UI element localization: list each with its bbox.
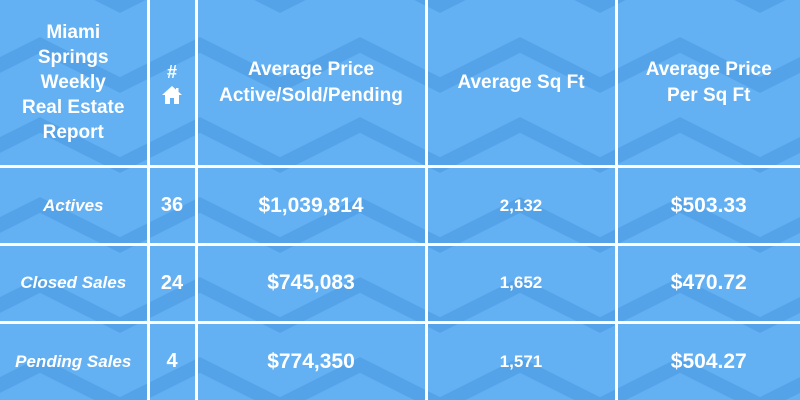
row-avg-ppsf: $504.27 — [614, 320, 800, 400]
avg-sqft-header: Average Sq Ft — [424, 0, 618, 169]
count-header: # — [146, 0, 198, 169]
row-avg-price: $745,083 — [194, 242, 428, 324]
avg-ppsf-header: Average Price Per Sq Ft — [614, 0, 800, 169]
table-row-pending-sales: Pending Sales 4 $774,350 1,571 $504.27 — [0, 320, 800, 400]
row-label: Closed Sales — [0, 242, 150, 324]
avg-price-header: Average Price Active/Sold/Pending — [194, 0, 428, 169]
house-icon — [162, 85, 182, 104]
row-avg-sqft: 1,652 — [424, 242, 618, 324]
row-avg-price: $1,039,814 — [194, 165, 428, 246]
row-avg-price: $774,350 — [194, 320, 428, 400]
row-label: Actives — [0, 165, 150, 246]
title-line: Springs — [37, 47, 109, 69]
row-count: 24 — [146, 242, 198, 324]
row-avg-ppsf: $470.72 — [614, 242, 800, 324]
row-avg-ppsf: $503.33 — [614, 165, 800, 246]
report-title: Miami Springs Weekly Real Estate Report — [0, 0, 150, 169]
row-label: Pending Sales — [0, 320, 150, 400]
title-line: Report — [42, 122, 104, 144]
title-line: Weekly — [40, 72, 106, 94]
row-avg-sqft: 1,571 — [424, 320, 618, 400]
title-line: Real Estate — [22, 97, 125, 119]
table-row-closed-sales: Closed Sales 24 $745,083 1,652 $470.72 — [0, 242, 800, 324]
table-row-actives: Actives 36 $1,039,814 2,132 $503.33 — [0, 165, 800, 246]
row-count: 4 — [146, 320, 198, 400]
count-symbol: # — [166, 61, 177, 82]
title-line: Miami — [46, 22, 101, 44]
row-count: 36 — [146, 165, 198, 246]
row-avg-sqft: 2,132 — [424, 165, 618, 246]
header-row: Miami Springs Weekly Real Estate Report … — [0, 0, 800, 169]
